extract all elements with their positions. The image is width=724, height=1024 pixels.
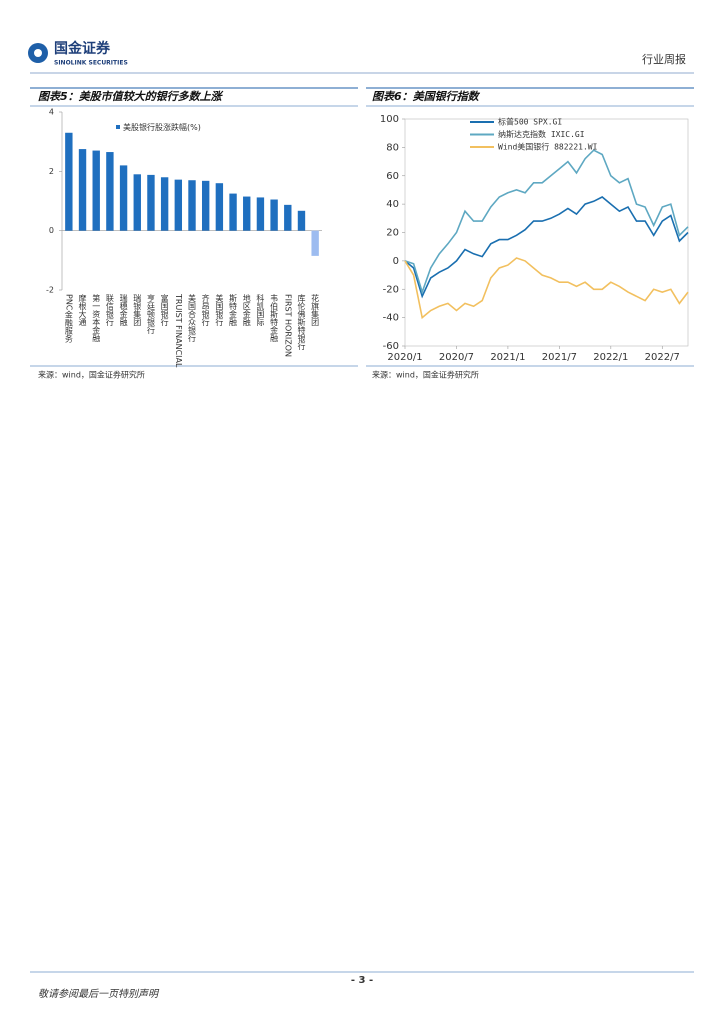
bar [106, 152, 114, 231]
x-tick-label: 斯特金融 [229, 293, 238, 327]
bar [92, 150, 100, 231]
bar [256, 197, 265, 231]
bar [201, 180, 210, 231]
x-tick-label: PNC金融服务 [64, 294, 73, 343]
y-tick-label: -60 [383, 341, 399, 352]
x-tick-label: 瑞银集团 [133, 293, 142, 327]
bar [229, 193, 237, 231]
logo-icon-inner [34, 49, 42, 57]
y-tick-label: -20 [383, 284, 399, 295]
bar [133, 174, 141, 231]
bar [215, 183, 224, 231]
legend-swatch [116, 125, 120, 129]
x-tick-label: 2020/7 [439, 352, 474, 363]
y-tick-label: 80 [386, 142, 399, 153]
y-tick-label: -2 [46, 286, 54, 295]
x-tick-label: 亨廷顿银行 [146, 293, 155, 335]
bar [270, 199, 278, 231]
bar [284, 204, 292, 231]
section: 行业周报 [642, 52, 686, 66]
x-tick-label: 2021/1 [490, 352, 525, 363]
x-tick-label: 2021/7 [542, 352, 577, 363]
y-tick-label: 4 [49, 108, 54, 117]
x-tick-label: 第一资本金融 [92, 293, 101, 343]
bar [119, 165, 128, 231]
x-tick-label: 齐昂银行 [201, 293, 210, 327]
bar [188, 180, 196, 231]
disclaimer: 敬请参阅最后一页特别声明 [38, 988, 160, 1000]
legend: 纳斯达克指数 IXIC.GI [498, 129, 585, 139]
source: 来源：wind，国金证券研究所 [38, 370, 145, 380]
y-tick-label: 60 [386, 171, 399, 182]
x-tick-label: 联信银行 [105, 294, 114, 327]
y-tick-label: 2 [49, 167, 54, 176]
series-line [404, 149, 689, 295]
bar [311, 230, 319, 256]
y-tick-label: -40 [383, 313, 399, 324]
x-tick-label: 2022/1 [593, 352, 628, 363]
fig-title: 图表5：美股市值较大的银行多数上涨 [38, 90, 224, 103]
x-tick-label: 美国银行 [215, 293, 224, 327]
page-number: - 3 - [351, 975, 373, 986]
y-tick-label: 40 [386, 199, 399, 210]
x-tick-label: 科凯国际 [256, 293, 265, 327]
bar [297, 210, 306, 231]
x-tick-label: 富国银行 [160, 293, 169, 327]
y-tick-label: 0 [49, 226, 54, 235]
x-tick-label: TRUIST FINANCIAL [174, 293, 183, 368]
bar [147, 174, 155, 231]
x-tick-label: FIRST HORIZON [283, 294, 292, 357]
series-line [404, 257, 689, 320]
legend: 美股银行股涨跌幅(%) [123, 122, 201, 132]
plot-frame [404, 118, 689, 347]
series-line [404, 196, 689, 299]
y-tick-label: 0 [393, 256, 399, 267]
legend: Wind美国银行 882221.WI [498, 142, 598, 152]
bar [243, 196, 251, 231]
bar [65, 132, 73, 231]
logo-en: SINOLINK SECURITIES [54, 60, 128, 67]
x-tick-label: 花旗集团 [311, 293, 320, 327]
source: 来源：wind，国金证券研究所 [372, 370, 479, 380]
bar [160, 177, 169, 231]
legend: 标普500 SPX.GI [498, 117, 562, 127]
y-tick-label: 100 [380, 114, 399, 125]
bar [78, 149, 87, 231]
x-tick-label: 2020/1 [387, 352, 422, 363]
bar [174, 179, 183, 231]
x-tick-label: 2022/7 [645, 352, 680, 363]
x-tick-label: 地区金融 [242, 293, 251, 327]
logo-cn: 国金证券 [54, 40, 111, 57]
x-tick-label: 韦伯斯特金融 [270, 294, 279, 343]
x-tick-label: 瑞穗金融 [119, 293, 128, 327]
y-tick-label: 20 [386, 228, 399, 239]
fig-title: 图表6：美国银行指数 [372, 90, 481, 103]
x-tick-label: 摩根大通 [78, 293, 87, 327]
x-tick-label: 库伦佛斯特银行 [297, 293, 306, 351]
x-tick-label: 美国合众银行 [188, 293, 197, 343]
